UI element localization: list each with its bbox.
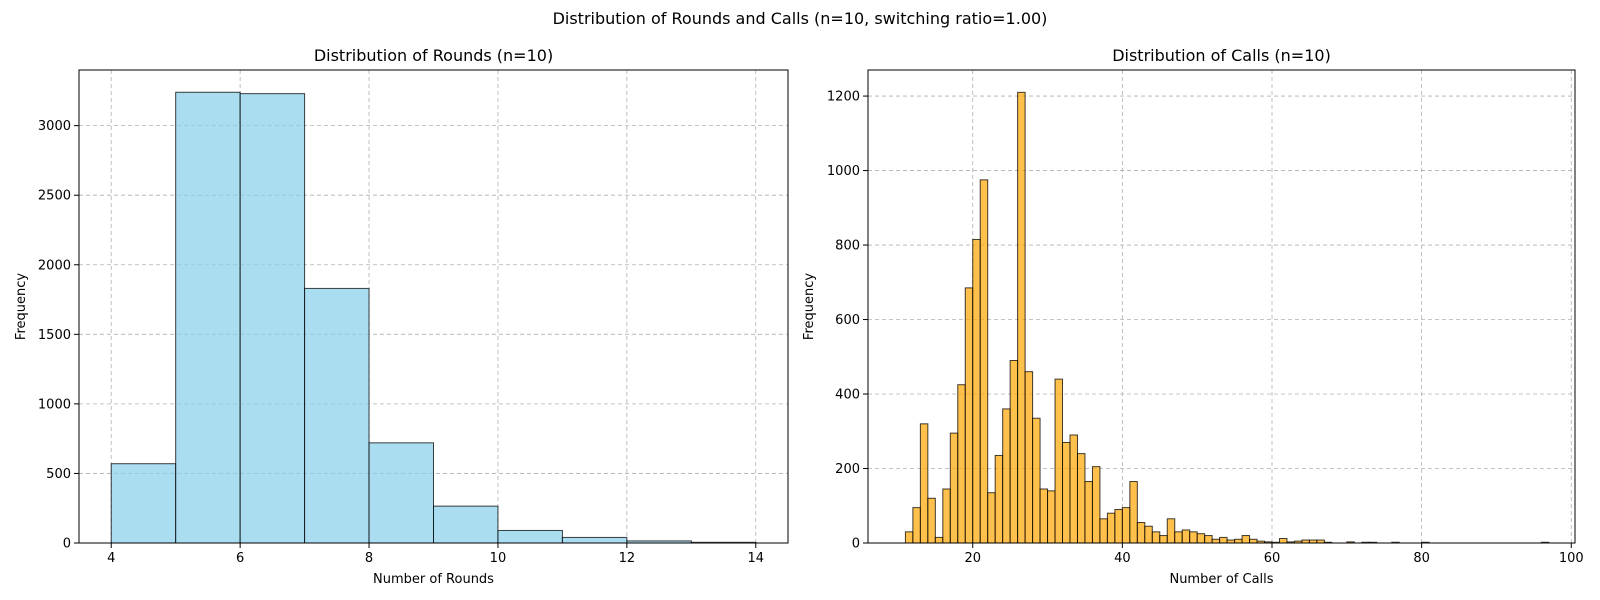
histogram-bar <box>1069 434 1078 544</box>
histogram-bar <box>1099 518 1108 544</box>
x-tick-label: 4 <box>107 551 115 566</box>
chart-panel-rounds: 4 6 8 10 12 14 0 500 1000 1500 2000 2500 3000 Distrib… <box>14 46 789 587</box>
y-tick-label: 3000 <box>38 119 71 134</box>
y-tick-label: 500 <box>46 467 71 482</box>
histogram-bar <box>1024 371 1034 544</box>
y-tick-label: 1000 <box>827 164 860 179</box>
histogram-bar <box>1017 91 1026 544</box>
x-tick-label: 60 <box>1264 551 1281 566</box>
y-tick-label: 800 <box>835 239 860 254</box>
histogram-bar <box>994 454 1004 544</box>
x-tick-label: 8 <box>365 551 373 566</box>
y-axis-label: Frequency <box>802 273 817 340</box>
histogram-bar <box>1129 481 1138 544</box>
y-tick-label: 0 <box>852 537 860 552</box>
histogram-bar <box>1076 453 1086 544</box>
histogram-bar <box>1151 531 1161 544</box>
histogram-bar <box>1241 535 1251 544</box>
histogram-bar <box>949 432 959 544</box>
figure-title: Distribution of Rounds and Calls (n=10, … <box>552 9 1048 28</box>
histogram-bar <box>1054 378 1064 544</box>
x-tick-label: 10 <box>490 551 507 566</box>
histogram-bar <box>1144 525 1153 544</box>
histogram-bar <box>1091 466 1101 544</box>
x-tick-label: 40 <box>1114 551 1131 566</box>
histogram-bar <box>1114 508 1123 544</box>
x-tick-label: 14 <box>747 551 764 566</box>
histogram-bar <box>927 497 936 544</box>
y-tick-label: 200 <box>835 462 860 477</box>
histogram-bar <box>942 488 951 544</box>
y-axis-label: Frequency <box>14 273 29 340</box>
histogram-bar <box>934 536 944 544</box>
x-axis-label: Number of Calls <box>1169 572 1273 587</box>
y-tick-label: 1000 <box>38 397 71 412</box>
axes-frame <box>78 69 789 544</box>
x-tick-label: 20 <box>964 551 981 566</box>
chart-title: Distribution of Rounds (n=10) <box>314 46 553 65</box>
x-tick-label: 80 <box>1413 551 1430 566</box>
histogram-bar <box>1039 488 1049 544</box>
histogram-bar <box>912 507 921 544</box>
x-tick-label: 12 <box>619 551 636 566</box>
y-tick-label: 1500 <box>38 328 71 343</box>
histogram-bar <box>1121 507 1131 544</box>
histogram-bar <box>1084 481 1093 544</box>
histogram-bar <box>1062 441 1071 544</box>
histogram-bar <box>1009 360 1019 544</box>
y-tick-label: 600 <box>835 313 860 328</box>
histogram-bar <box>1249 538 1258 544</box>
histogram-bar <box>175 91 241 544</box>
histogram-bar <box>1278 538 1288 544</box>
axes-frame <box>867 69 1576 544</box>
histogram-bar <box>1196 533 1206 544</box>
histogram-bar <box>1047 490 1056 544</box>
histogram-bar <box>1159 535 1168 544</box>
histogram-bar <box>957 384 966 544</box>
histogram-bar <box>304 287 370 544</box>
x-axis-label: Number of Rounds <box>373 572 494 587</box>
histogram-bar <box>1002 408 1011 544</box>
histogram-bar <box>1189 531 1198 544</box>
histogram-bar <box>1204 535 1213 544</box>
y-tick-label: 2000 <box>38 258 71 273</box>
histogram-bar <box>239 93 306 544</box>
y-tick-label: 400 <box>835 388 860 403</box>
histogram-bar <box>368 442 434 544</box>
histogram-bar <box>1106 512 1116 544</box>
histogram-bar <box>987 492 996 544</box>
histogram-bar <box>1181 529 1191 544</box>
histogram-bar <box>110 463 177 544</box>
histogram-bar <box>1166 518 1176 544</box>
histogram-bar <box>919 423 929 544</box>
y-tick-label: 1200 <box>827 90 860 105</box>
histogram-bar <box>561 536 628 544</box>
histogram-bar <box>1211 538 1221 544</box>
x-tick-label: 100 <box>1559 551 1584 566</box>
histogram-bar <box>904 531 914 544</box>
x-tick-label: 6 <box>236 551 244 566</box>
y-tick-label: 0 <box>63 537 71 552</box>
histogram-bar <box>1032 417 1041 544</box>
y-tick-label: 2500 <box>38 189 71 204</box>
histogram-bar <box>1234 538 1243 544</box>
chart-panel-calls: 20 40 60 80 100020040060080010001200Distribu… <box>802 46 1584 587</box>
histogram-bar <box>1136 522 1146 544</box>
histogram-bar <box>433 505 499 544</box>
histogram-bar <box>1174 531 1183 544</box>
chart-title: Distribution of Calls (n=10) <box>1112 46 1331 65</box>
histogram-bar <box>497 529 563 544</box>
histogram-bar <box>972 238 981 544</box>
histogram-bar <box>979 179 989 544</box>
histogram-bar <box>964 287 974 544</box>
histogram-bar <box>1219 536 1228 544</box>
